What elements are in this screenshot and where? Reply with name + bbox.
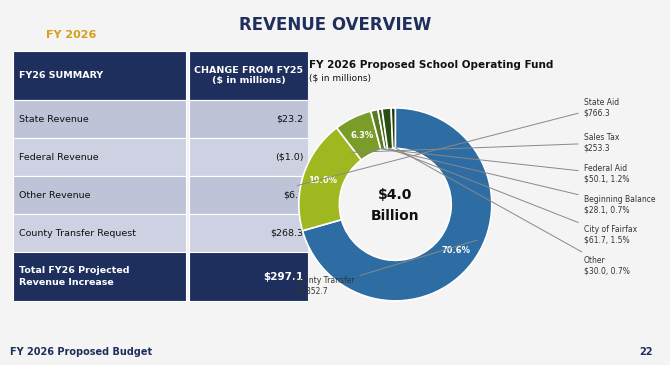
FancyBboxPatch shape: [189, 214, 308, 252]
Wedge shape: [302, 108, 492, 301]
Text: Federal Aid
$50.1, 1.2%: Federal Aid $50.1, 1.2%: [375, 148, 629, 184]
Text: REVENUE OVERVIEW: REVENUE OVERVIEW: [239, 16, 431, 34]
Text: FY26 SUMMARY: FY26 SUMMARY: [19, 71, 103, 80]
Wedge shape: [378, 109, 387, 149]
Text: FY 2026 Proposed Budget: FY 2026 Proposed Budget: [10, 347, 152, 357]
Text: State Revenue: State Revenue: [19, 115, 89, 124]
FancyBboxPatch shape: [13, 176, 186, 214]
Text: State Aid
$766.3: State Aid $766.3: [297, 97, 619, 185]
Text: CHANGE FROM FY25
($ in millions): CHANGE FROM FY25 ($ in millions): [194, 66, 303, 85]
Text: 6.3%: 6.3%: [350, 131, 373, 141]
FancyBboxPatch shape: [189, 51, 308, 100]
Text: 19.0%: 19.0%: [308, 176, 338, 185]
Text: $23.2: $23.2: [277, 115, 304, 124]
Text: Total FY26 Projected
Revenue Increase: Total FY26 Projected Revenue Increase: [19, 266, 130, 287]
Text: Other
$30.0, 0.7%: Other $30.0, 0.7%: [395, 148, 630, 276]
FancyBboxPatch shape: [189, 176, 308, 214]
Text: ($ in millions): ($ in millions): [309, 73, 371, 82]
Text: $297.1: $297.1: [263, 272, 304, 282]
Wedge shape: [371, 110, 385, 150]
Text: Sales Tax
$253.3: Sales Tax $253.3: [351, 133, 619, 153]
FancyBboxPatch shape: [189, 100, 308, 138]
FancyBboxPatch shape: [13, 138, 186, 176]
FancyBboxPatch shape: [189, 252, 308, 301]
Text: County Transfer
$2,852.7: County Transfer $2,852.7: [294, 240, 477, 296]
Text: $4.0: $4.0: [378, 188, 413, 202]
Text: Billion: Billion: [371, 209, 419, 223]
Text: Federal Revenue: Federal Revenue: [19, 153, 99, 162]
Wedge shape: [382, 108, 393, 149]
Text: Other Revenue: Other Revenue: [19, 191, 91, 200]
Wedge shape: [336, 111, 381, 160]
Text: ($1.0): ($1.0): [275, 153, 304, 162]
Text: 70.6%: 70.6%: [442, 246, 470, 255]
Text: $6.7: $6.7: [283, 191, 304, 200]
Text: FY 2026: FY 2026: [46, 31, 96, 41]
FancyBboxPatch shape: [13, 214, 186, 252]
Text: 22: 22: [640, 347, 653, 357]
FancyBboxPatch shape: [13, 252, 186, 301]
FancyBboxPatch shape: [13, 51, 186, 100]
Text: Beginning Balance
$28.1, 0.7%: Beginning Balance $28.1, 0.7%: [381, 148, 655, 214]
Text: $268.3: $268.3: [271, 228, 304, 238]
Text: County Transfer Request: County Transfer Request: [19, 228, 136, 238]
FancyBboxPatch shape: [13, 100, 186, 138]
Text: City of Fairfax
$61.7, 1.5%: City of Fairfax $61.7, 1.5%: [388, 148, 636, 245]
FancyBboxPatch shape: [189, 138, 308, 176]
Wedge shape: [391, 108, 395, 149]
Text: FY 2026 Proposed School Operating Fund: FY 2026 Proposed School Operating Fund: [309, 60, 553, 70]
Wedge shape: [299, 128, 361, 231]
